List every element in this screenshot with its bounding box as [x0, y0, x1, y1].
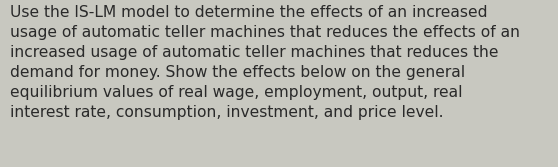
Text: Use the IS-LM model to determine the effects of an increased
usage of automatic : Use the IS-LM model to determine the eff…: [10, 5, 520, 120]
